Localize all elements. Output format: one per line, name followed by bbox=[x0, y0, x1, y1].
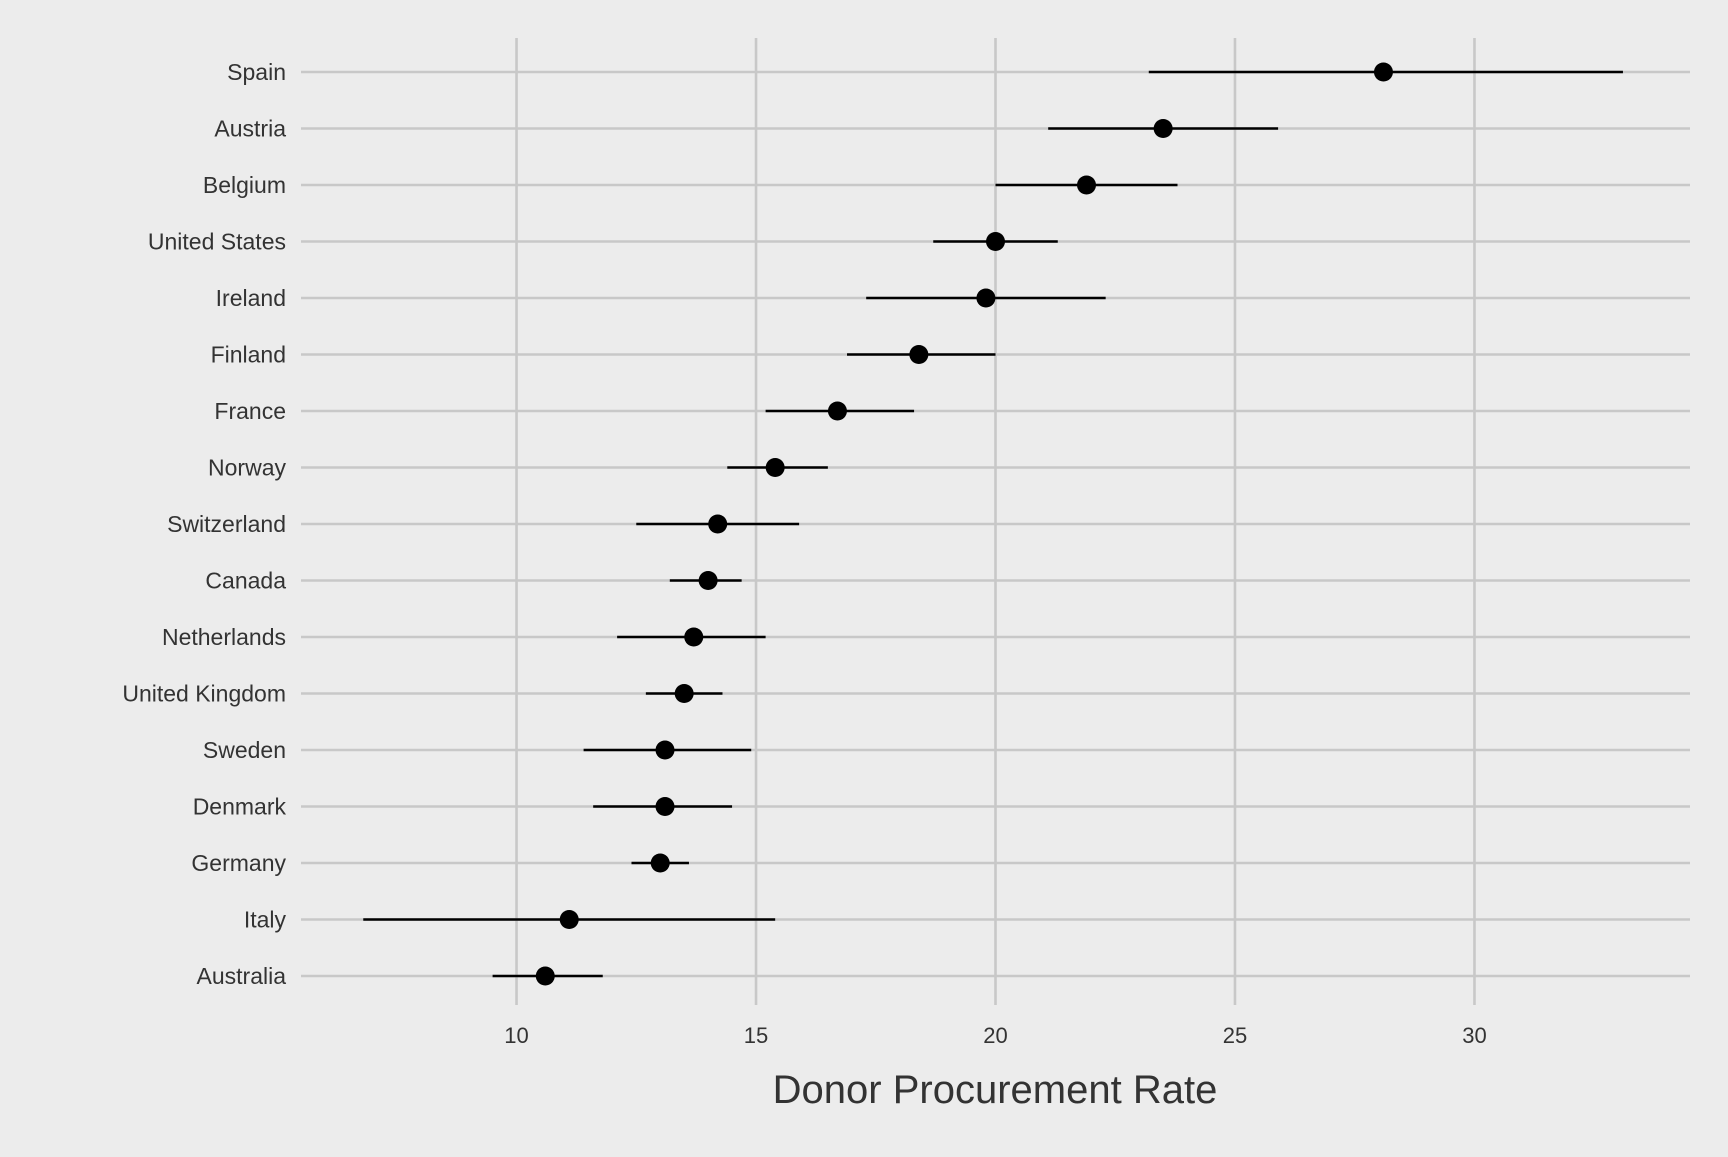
data-point bbox=[1373, 62, 1393, 82]
y-tick-label: Ireland bbox=[216, 285, 286, 311]
data-point bbox=[655, 797, 675, 816]
data-point bbox=[708, 514, 728, 534]
data-point bbox=[655, 740, 675, 760]
x-tick-label: 25 bbox=[1223, 1023, 1247, 1048]
y-tick-label: Germany bbox=[191, 850, 286, 876]
data-point bbox=[698, 571, 718, 590]
data-point bbox=[765, 458, 785, 477]
y-tick-label: Canada bbox=[205, 568, 286, 594]
y-tick-label: Sweden bbox=[203, 737, 286, 763]
x-gridlines bbox=[515, 38, 1476, 1005]
y-tick-label: Spain bbox=[227, 59, 286, 85]
y-tick-label: Finland bbox=[211, 342, 286, 368]
data-point bbox=[909, 345, 929, 364]
data-point bbox=[1153, 119, 1173, 138]
y-tick-label: United States bbox=[148, 229, 286, 255]
y-tick-label: Belgium bbox=[203, 172, 286, 198]
x-axis-title: Donor Procurement Rate bbox=[773, 1068, 1218, 1112]
y-tick-label: Norway bbox=[208, 455, 286, 481]
data-point bbox=[976, 288, 996, 308]
x-tick-label: 20 bbox=[983, 1023, 1007, 1048]
x-tick-label: 30 bbox=[1462, 1023, 1486, 1048]
y-tick-label: Italy bbox=[244, 907, 287, 933]
x-tick-label: 15 bbox=[744, 1023, 768, 1048]
y-tick-label: United Kingdom bbox=[122, 681, 286, 707]
y-tick-label: Denmark bbox=[193, 794, 287, 820]
data-point bbox=[986, 232, 1005, 251]
y-tick-label: Austria bbox=[214, 116, 286, 142]
y-tick-label: Netherlands bbox=[162, 624, 286, 650]
y-tick-label: Switzerland bbox=[167, 511, 286, 537]
y-axis-labels: Spain Austria Belgium United States Ireland F… bbox=[122, 59, 286, 989]
data-point bbox=[684, 627, 704, 647]
x-axis-labels: 10 15 20 25 30 bbox=[504, 1023, 1486, 1048]
data-point bbox=[1077, 175, 1097, 195]
data-point bbox=[559, 910, 579, 929]
y-tick-label: Australia bbox=[197, 963, 287, 989]
data-marks bbox=[363, 62, 1623, 986]
y-tick-label: France bbox=[214, 398, 286, 424]
data-point bbox=[650, 853, 670, 873]
data-point bbox=[827, 401, 847, 421]
data-point bbox=[535, 966, 555, 986]
data-point bbox=[674, 684, 694, 703]
x-tick-label: 10 bbox=[504, 1023, 528, 1048]
